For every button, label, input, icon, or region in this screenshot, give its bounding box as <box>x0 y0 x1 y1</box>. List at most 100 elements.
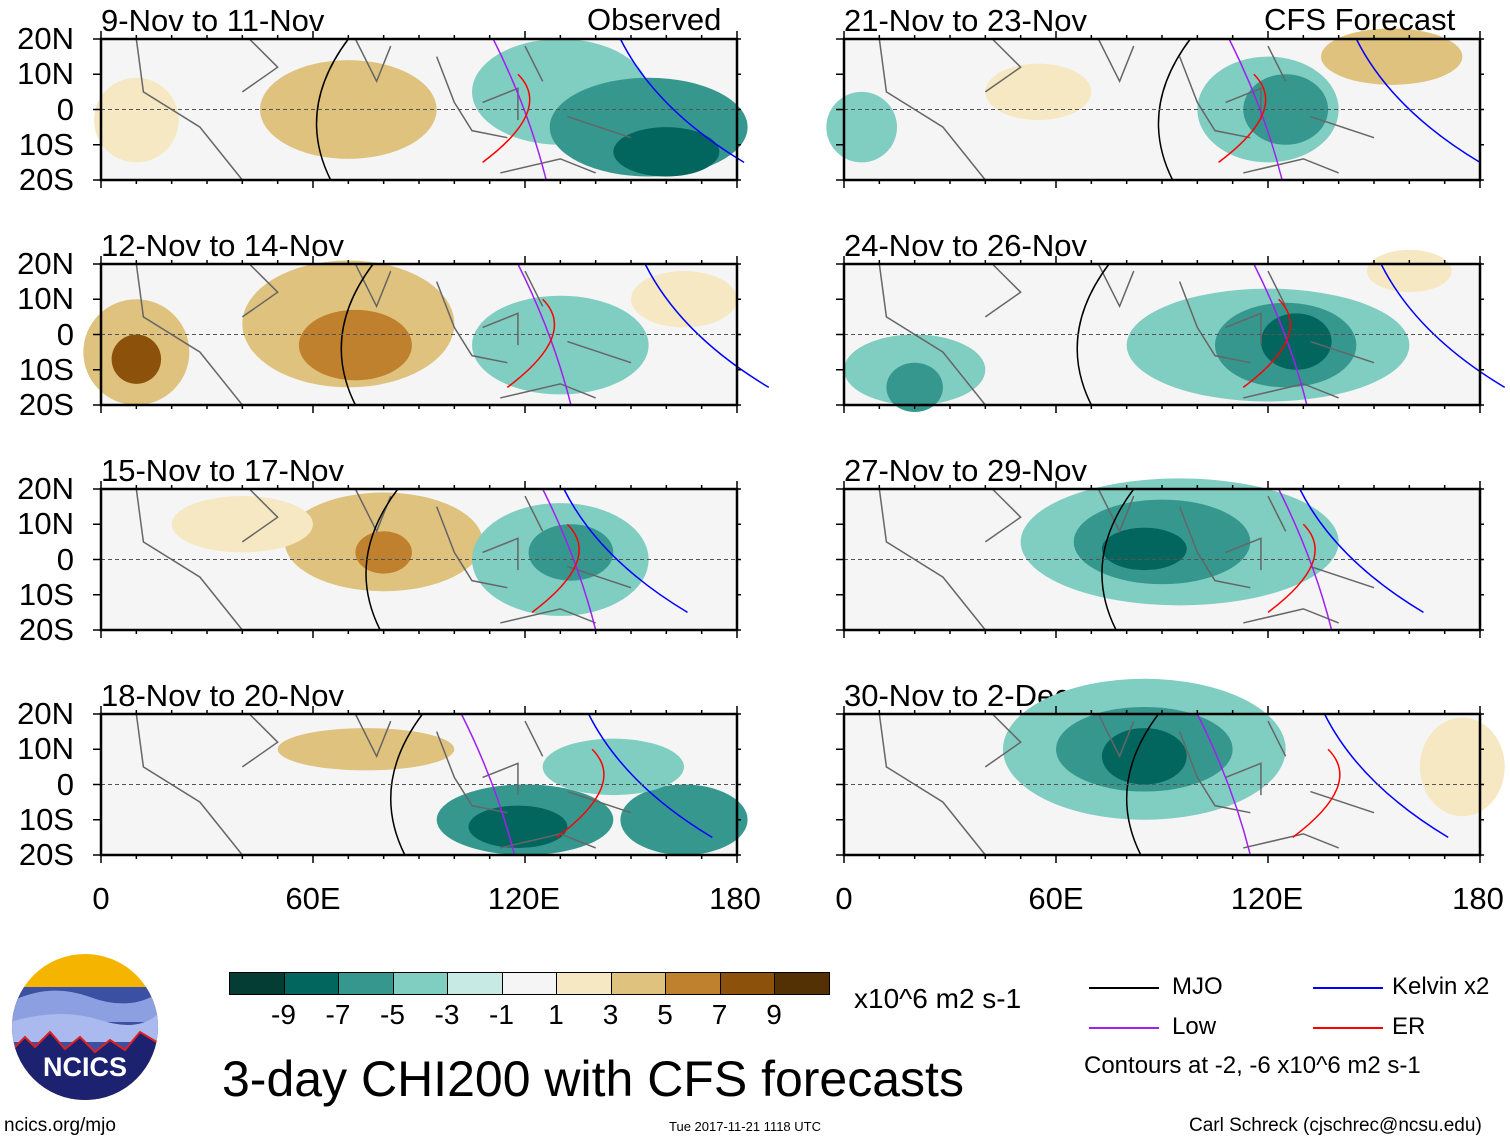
lat-label: 20N <box>17 471 74 506</box>
panel-title: 21-Nov to 23-Nov <box>844 3 1087 38</box>
lat-label: 10N <box>17 281 74 317</box>
lat-label: 20N <box>17 696 74 731</box>
lon-label: 180 <box>709 881 761 916</box>
lat-label: 0 <box>56 766 74 802</box>
colorbar-swatch <box>775 973 829 994</box>
figure-title: 3-day CHI200 with CFS forecasts <box>222 1051 964 1107</box>
colorbar-tick-label: 3 <box>602 999 619 1030</box>
legend-line-low <box>1089 1027 1159 1029</box>
legend-label-kelvin: Kelvin x2 <box>1392 973 1490 1000</box>
lat-label: 20S <box>18 162 74 197</box>
kelvin-contour <box>1380 263 1506 389</box>
anomaly-shading <box>1101 527 1187 571</box>
panel-title: 15-Nov to 17-Nov <box>101 453 344 488</box>
footer-credit: Carl Schreck (cjschrec@ncsu.edu) <box>1189 1115 1482 1136</box>
er-contour <box>556 748 605 838</box>
colorbar-tick-label: -9 <box>271 999 296 1030</box>
mjo-contour <box>1101 488 1135 631</box>
colorbar <box>229 972 830 995</box>
lat-label: 10S <box>18 801 74 837</box>
kelvin-contour <box>587 713 713 839</box>
lon-label: 0 <box>835 881 853 916</box>
forecast-header: CFS Forecast <box>1264 2 1456 37</box>
anomaly-shading <box>468 805 568 848</box>
map-panel <box>83 256 770 413</box>
anomaly-shading <box>355 531 412 574</box>
lat-label: 0 <box>56 316 74 352</box>
lat-label: 10S <box>18 126 74 162</box>
lon-label: 120E <box>1230 881 1304 916</box>
anomaly-shading <box>111 334 162 384</box>
lat-label: 10N <box>17 731 74 767</box>
anomaly-shading <box>298 309 412 381</box>
lat-label: 10N <box>17 506 74 542</box>
lat-label: 20N <box>17 246 74 281</box>
lat-label: 20S <box>18 387 74 422</box>
low-contour <box>460 713 516 856</box>
colorbar-swatch <box>611 973 666 994</box>
lat-label: 20N <box>17 21 74 56</box>
map-panel <box>93 31 748 188</box>
colorbar-tick-label: -1 <box>489 999 514 1030</box>
kelvin-contour <box>619 38 745 164</box>
anomaly-shading <box>542 738 684 796</box>
panel-title: 12-Nov to 14-Nov <box>101 228 344 263</box>
colorbar-tick-label: -5 <box>380 999 405 1030</box>
colorbar-swatch <box>339 973 394 994</box>
colorbar-swatch <box>557 973 612 994</box>
lat-label: 10S <box>18 351 74 387</box>
anomaly-shading <box>472 295 649 395</box>
legend-line-er <box>1313 1027 1383 1029</box>
colorbar-tick-label: 9 <box>766 999 782 1030</box>
er-contour <box>1267 523 1316 613</box>
map-panel <box>826 28 1484 188</box>
er-contour <box>1292 748 1341 838</box>
panel-title: 30-Nov to 2-Dec <box>844 678 1070 713</box>
low-contour <box>517 263 572 406</box>
kelvin-contour <box>1299 488 1424 614</box>
anomaly-shading <box>985 63 1092 121</box>
anomaly-shading <box>886 362 943 413</box>
anomaly-shading <box>1366 249 1452 293</box>
er-contour <box>506 298 556 388</box>
mjo-contour <box>315 38 349 181</box>
ncics-logo: NCICS <box>12 954 158 1100</box>
map-panel <box>836 678 1505 863</box>
lat-label: 20S <box>18 612 74 647</box>
map-panel <box>836 249 1506 413</box>
lon-label: 120E <box>487 881 561 916</box>
lat-label: 10N <box>17 56 74 92</box>
anomaly-shading <box>1321 28 1463 85</box>
colorbar-swatch <box>720 973 775 994</box>
colorbar-swatch <box>284 973 339 994</box>
logo-text: NCICS <box>43 1052 127 1082</box>
low-contour <box>1253 263 1308 406</box>
lon-label: 60E <box>1028 881 1084 916</box>
observed-header: Observed <box>587 2 722 37</box>
colorbar-swatch <box>393 973 448 994</box>
colorbar-tick-label: 7 <box>711 999 728 1030</box>
contour-note: Contours at -2, -6 x10^6 m2 s-1 <box>1084 1052 1421 1079</box>
anomaly-shading <box>826 91 897 163</box>
panel-title: 24-Nov to 26-Nov <box>844 228 1087 263</box>
colorbar-tick-label: -7 <box>325 999 351 1030</box>
kelvin-contour <box>1355 38 1481 164</box>
lat-label: 20S <box>18 837 74 872</box>
anomaly-shading <box>277 728 455 771</box>
colorbar-swatch <box>502 973 557 994</box>
footer-timestamp: Tue 2017-11-21 1118 UTC <box>669 1119 821 1134</box>
colorbar-units: x10^6 m2 s-1 <box>854 983 1022 1014</box>
anomaly-shading <box>1260 313 1332 370</box>
kelvin-contour <box>1323 713 1449 839</box>
colorbar-tick-label: 5 <box>657 999 673 1030</box>
anomaly-shading <box>613 127 720 177</box>
low-contour <box>1196 713 1252 856</box>
lat-label: 0 <box>56 541 74 577</box>
panel-title: 9-Nov to 11-Nov <box>101 3 325 38</box>
map-panel <box>93 481 741 638</box>
legend-line-kelvin <box>1313 987 1383 989</box>
footer-url[interactable]: ncics.org/mjo <box>4 1115 116 1136</box>
anomaly-shading <box>93 77 179 163</box>
legend-label-mjo: MJO <box>1172 973 1223 1000</box>
legend-label-low: Low <box>1172 1013 1217 1040</box>
